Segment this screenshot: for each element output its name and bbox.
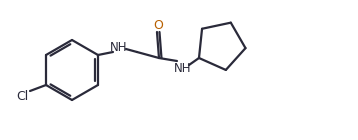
Text: Cl: Cl <box>16 90 28 103</box>
Text: O: O <box>153 18 163 32</box>
Text: NH: NH <box>174 61 192 74</box>
Text: NH: NH <box>110 40 128 53</box>
